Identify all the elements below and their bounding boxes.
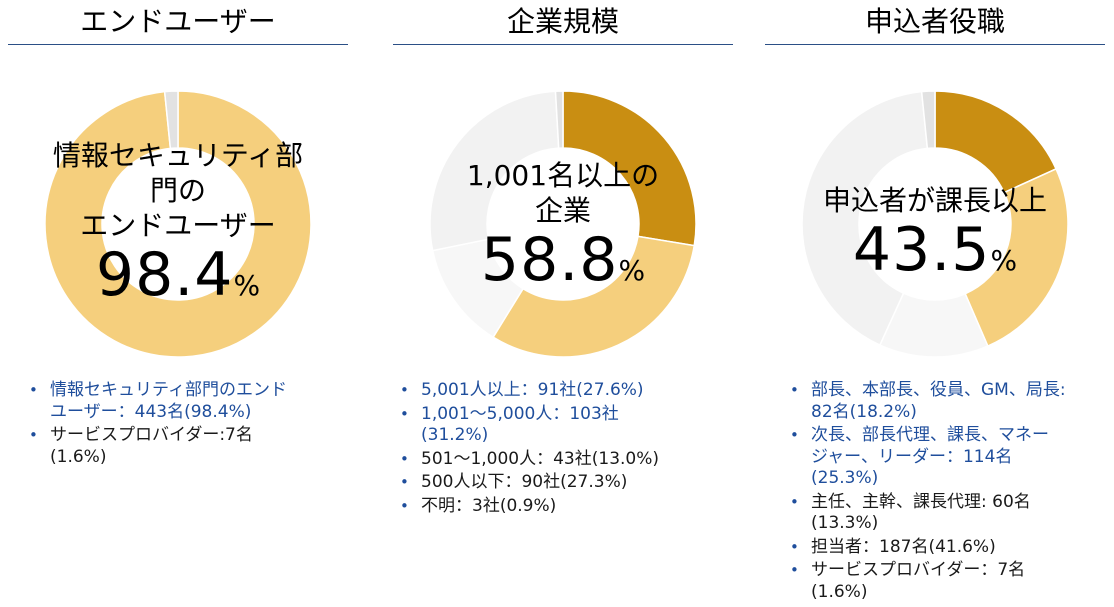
legend-item: 部長、本部長、役員、GM、局長: 82名(18.2%) (787, 380, 1107, 423)
legend-item: 不明：3社(0.9%) (397, 496, 727, 518)
center-value-number: 43.5 (852, 215, 991, 285)
legend-item: サービスプロバイダー：7名 (1.6%) (787, 560, 1107, 603)
legend-item: サービスプロバイダー:7名 (1.6%) (26, 425, 326, 468)
legend-list: 情報セキュリティ部門のエンド ユーザー：443名(98.4%) サービスプロバイ… (26, 380, 326, 470)
donut-svg (801, 90, 1069, 358)
panel-title: 企業規模 (393, 0, 733, 45)
donut-slice (964, 167, 1069, 348)
donut-slice (163, 90, 179, 150)
legend-line: 500人以下：90社(27.3%) (421, 472, 628, 492)
donut-slice (920, 90, 936, 150)
center-value-number: 98.4 (95, 240, 234, 310)
legend-line: 不明：3社(0.9%) (421, 495, 557, 516)
donut-chart-company-size: 1,001名以上の 企業 58.8% (427, 88, 699, 360)
donut-center-text: 申込者が課長以上 43.5% (779, 183, 1091, 293)
donut-slice (44, 90, 312, 358)
legend-line: 5,001人以上：91社(27.6%) (421, 380, 644, 400)
donut-center-text: 情報セキュリティ部 門の エンドユーザー 98.4% (22, 138, 334, 318)
legend-item: 情報セキュリティ部門のエンド ユーザー：443名(98.4%) (26, 380, 326, 423)
donut-center-text: 1,001名以上の 企業 58.8% (407, 158, 719, 303)
donut-chart-end-user: 情報セキュリティ部 門の エンドユーザー 98.4% (42, 88, 314, 360)
legend-line: 部長、本部長、役員、GM、局長: (811, 380, 1066, 400)
legend-item: 1,001～5,000人：103社 (31.2%) (397, 404, 727, 447)
center-value-unit: % (618, 254, 646, 287)
legend-list: 部長、本部長、役員、GM、局長: 82名(18.2%) 次長、部長代理、課長、マ… (787, 380, 1107, 605)
legend-line: 主任、主幹、課長代理: 60名 (811, 491, 1031, 512)
panel-title: エンドユーザー (8, 0, 348, 45)
legend-line: ユーザー：443名(98.4%) (50, 401, 252, 422)
panel-end-user: エンドユーザー 情報セキュリティ部 門の エンドユーザー 98.4% 情報セキュ… (8, 0, 348, 467)
center-value: 98.4% (22, 243, 334, 318)
legend-item: 主任、主幹、課長代理: 60名 (13.3%) (787, 492, 1107, 535)
center-value-number: 58.8 (480, 225, 619, 295)
center-label-line: エンドユーザー (80, 209, 276, 242)
donut-slice (801, 90, 929, 347)
donut-slice (562, 90, 697, 247)
panel-title: 申込者役職 (765, 0, 1105, 45)
legend-line: サービスプロバイダー：7名 (811, 560, 1026, 580)
donut-slice (492, 235, 696, 358)
legend-item: 次長、部長代理、課長、マネー ジャー、リーダー：114名 (25.3%) (787, 425, 1107, 490)
legend-line: 1,001～5,000人：103社 (421, 403, 619, 424)
legend-line: (25.3%) (811, 468, 879, 488)
center-value-unit: % (233, 269, 261, 302)
donut-svg (429, 90, 697, 358)
legend-list: 5,001人以上：91社(27.6%) 1,001～5,000人：103社 (3… (397, 380, 727, 519)
panel-applicant-position: 申込者役職 申込者が課長以上 43.5% 部長、本部長、役員、GM、局長: 82… (765, 0, 1105, 602)
legend-line: 情報セキュリティ部門のエンド (50, 380, 287, 400)
center-label-line: 情報セキュリティ部 (52, 139, 304, 172)
center-value: 58.8% (407, 228, 719, 303)
center-label-line: 企業 (534, 194, 591, 227)
panel-company-size: 企業規模 1,001名以上の 企業 58.8% 5,001人以上：91社(27.… (393, 0, 733, 517)
center-value: 43.5% (779, 218, 1091, 293)
center-label-line: 門の (149, 174, 206, 207)
legend-line: ジャー、リーダー：114名 (811, 446, 1013, 467)
legend-item: 500人以下：90社(27.3%) (397, 472, 727, 494)
legend-line: 次長、部長代理、課長、マネー (811, 425, 1049, 445)
legend-line: 82名(18.2%) (811, 401, 917, 422)
donut-chart-applicant-position: 申込者が課長以上 43.5% (799, 88, 1071, 360)
center-label-line: 1,001名以上の (466, 159, 660, 192)
legend-line: 501～1,000人：43社(13.0%) (421, 448, 660, 469)
legend-line: (1.6%) (811, 581, 868, 602)
legend-line: (13.3%) (811, 513, 879, 533)
donut-slice (554, 90, 564, 149)
center-label-line: 申込者が課長以上 (822, 184, 1047, 217)
donut-svg (44, 90, 312, 358)
legend-line: (31.2%) (421, 425, 489, 445)
center-value-unit: % (990, 244, 1018, 277)
donut-slice (429, 90, 560, 252)
legend-item: 501～1,000人：43社(13.0%) (397, 449, 727, 471)
legend-line: 担当者：187名(41.6%) (811, 536, 996, 557)
legend-line: (1.6%) (50, 446, 107, 467)
legend-item: 担当者：187名(41.6%) (787, 537, 1107, 559)
legend-line: サービスプロバイダー:7名 (50, 425, 253, 445)
legend-item: 5,001人以上：91社(27.6%) (397, 380, 727, 402)
